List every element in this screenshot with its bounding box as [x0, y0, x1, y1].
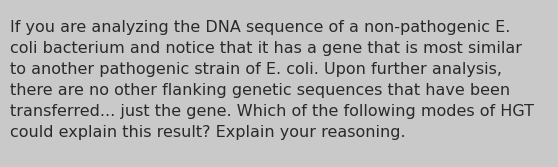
Text: If you are analyzing the DNA sequence of a non-pathogenic E.
coli bacterium and : If you are analyzing the DNA sequence of…: [10, 20, 534, 140]
